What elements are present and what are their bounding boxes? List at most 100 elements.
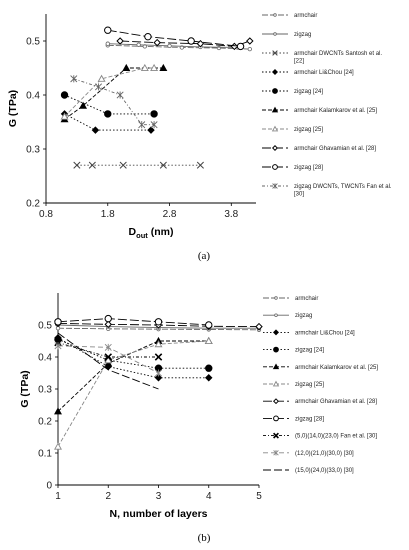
data-point <box>104 110 112 118</box>
data-point <box>70 75 78 83</box>
y-tick-label: 0.4 <box>26 91 40 102</box>
y-tick-label: 0.2 <box>38 417 52 428</box>
data-point <box>91 126 100 134</box>
data-point <box>236 42 245 51</box>
data-point <box>116 91 124 99</box>
data-point <box>205 364 213 372</box>
data-point <box>150 63 159 72</box>
x-tick-label: 4 <box>206 491 212 502</box>
series-line <box>57 338 209 369</box>
y-tick-label: 0.3 <box>26 145 40 156</box>
legend: armchair zigzag armchair Li&Chou [24] zigza… <box>263 296 378 474</box>
data-point <box>104 343 112 351</box>
legend-swatch-marker <box>273 398 279 405</box>
y-tick-label: 0.3 <box>38 385 52 396</box>
legend-swatch-marker <box>273 346 279 353</box>
legend-label: armchair Li&Chou [24] <box>295 330 355 336</box>
legend-label: (5,0)(14,0)(23,0) Fan et al. [30] <box>295 434 377 440</box>
legend-swatch-marker <box>273 32 277 36</box>
legend-label: zigzag [28] <box>294 165 323 171</box>
series-12-0-21-0-30-0-30 <box>54 342 163 377</box>
x-tick-label: 1 <box>55 491 61 502</box>
legend-label: zigzag [24] <box>294 89 323 95</box>
legend-swatch-marker <box>271 106 279 113</box>
series-line <box>64 113 151 131</box>
series-line <box>64 67 164 120</box>
data-point <box>104 353 113 361</box>
data-point <box>94 83 103 91</box>
series-zigzag-24 <box>60 91 158 118</box>
legend-label: zigzag [28] <box>295 416 324 422</box>
y-tick-label: 0.5 <box>26 37 40 48</box>
legend-swatch-marker <box>273 415 279 422</box>
series-armchair-ghavamian-et-al-28 <box>116 37 254 51</box>
x-tick-label: 2 <box>105 491 111 502</box>
data-point <box>154 340 163 348</box>
legend-label: zigzag DWCNTs, TWCNTs Fan et al. <box>294 184 392 190</box>
legend-label: armchair Ghavamian et al. [28] <box>295 399 377 405</box>
series-line <box>107 29 241 47</box>
legend-swatch-marker <box>272 183 278 189</box>
x-tick-label: 2.8 <box>163 209 177 220</box>
data-point <box>136 42 141 47</box>
x-tick-label: 5 <box>256 491 262 502</box>
legend-label: (15,0)(24,0)(33,0) [30] <box>295 468 354 474</box>
x-axis-label: Dout (nm) <box>129 226 174 240</box>
data-point <box>122 63 131 72</box>
legend-swatch-marker <box>272 145 278 151</box>
data-point <box>205 374 213 382</box>
data-point <box>255 322 263 331</box>
data-point <box>150 110 158 118</box>
data-point <box>187 37 195 45</box>
series-zigzag-28 <box>104 26 245 51</box>
series-zigzag-dwcnts-twcnts-fan-et-al-30 <box>70 75 158 129</box>
x-tick-label: 3 <box>156 491 162 502</box>
data-point <box>54 318 62 326</box>
x-tick-label: 0.8 <box>39 209 53 220</box>
series-line <box>57 318 209 326</box>
series-zigzag-28 <box>54 314 213 329</box>
data-point <box>104 356 113 364</box>
legend-label: zigzag [24] <box>295 348 324 354</box>
legend-swatch-marker <box>273 329 279 336</box>
legend-swatch-marker <box>273 450 279 456</box>
data-point <box>246 37 254 45</box>
data-point <box>159 63 168 72</box>
data-point <box>104 320 112 329</box>
legend-label: zigzag <box>295 313 312 319</box>
data-point <box>105 41 110 46</box>
data-point <box>116 37 124 45</box>
series-armchair-li-chou-24 <box>54 334 213 382</box>
legend-label: armchair Kalamkarov et al. [25] <box>295 365 378 371</box>
data-point <box>73 161 81 169</box>
panel-label: (a) <box>198 250 211 262</box>
data-point <box>153 38 161 47</box>
legend-label: armchair Ghavamian et al. [28] <box>294 146 376 152</box>
data-point <box>144 32 152 41</box>
series-line <box>57 337 209 379</box>
x-tick-label: 3.8 <box>224 209 238 220</box>
data-point <box>154 353 163 361</box>
chart-panel-2: 1 2 3 4 5 0 0.1 0.2 0.3 0.4 0.5 G (TPa) N, number of… <box>19 293 378 544</box>
data-point <box>97 74 106 82</box>
data-point <box>159 161 167 169</box>
series-line <box>57 340 209 412</box>
legend-swatch-marker <box>274 313 278 317</box>
legend-swatch-marker <box>272 380 280 387</box>
data-point <box>167 43 172 49</box>
data-point <box>88 161 96 169</box>
legend-label: armchair Li&Chou [24] <box>294 70 354 76</box>
legend-swatch-marker <box>272 69 278 75</box>
series-zigzag-25 <box>54 336 213 450</box>
x-tick-label: 1.8 <box>101 209 115 220</box>
series-line <box>57 340 209 447</box>
y-tick-label: 0 <box>46 481 52 492</box>
legend-label: armchair <box>295 296 318 302</box>
data-point <box>60 91 69 99</box>
legend: armchair zigzag armchair DWCNTs Santosh et… <box>262 13 392 198</box>
series-armchair-dwcnts-santosh-et-al-22 <box>73 161 204 169</box>
series-line <box>57 332 159 390</box>
data-point <box>205 321 213 329</box>
data-point <box>54 442 62 450</box>
